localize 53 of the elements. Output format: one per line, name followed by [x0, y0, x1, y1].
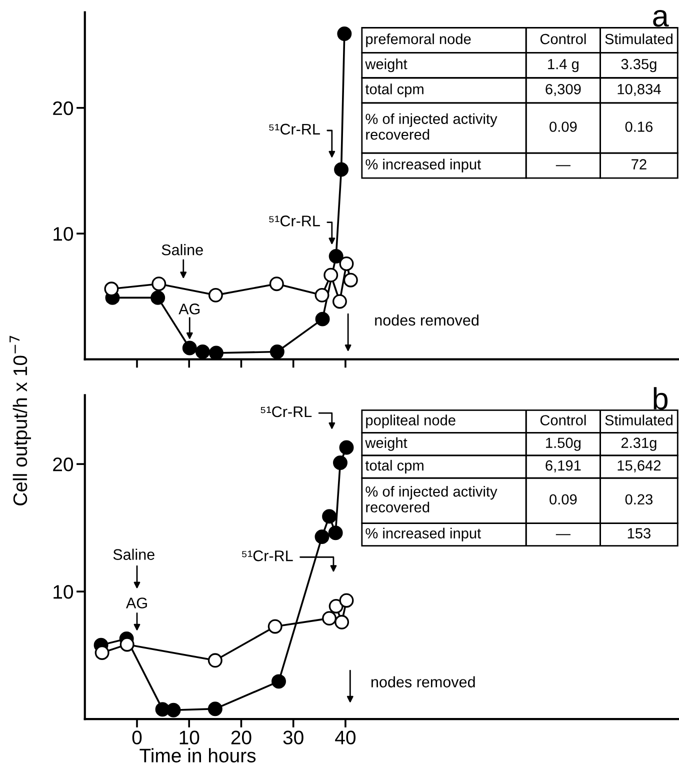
y-tick-label: 10	[54, 585, 74, 599]
category-label: weight	[365, 58, 408, 72]
category-label: % of injected activity recovered	[366, 113, 498, 140]
text: 0.09	[550, 494, 577, 505]
text: popliteal node	[366, 414, 456, 428]
x-tick-label: 40	[335, 730, 356, 744]
category-label: Control	[540, 414, 586, 426]
annotation: Saline	[162, 244, 203, 256]
text: 0.16	[625, 122, 653, 132]
category-label: Stimulated	[605, 414, 672, 426]
text: 6,309	[546, 84, 581, 96]
category-label: total cpm	[365, 84, 424, 98]
text: 72	[632, 159, 646, 170]
text: 153	[628, 528, 650, 538]
annotation: nodes removed	[371, 676, 475, 688]
annotation: Saline	[113, 548, 154, 560]
x-tick-label: 20	[231, 730, 252, 744]
annotation: ⁵¹Cr-RL	[260, 406, 312, 418]
text: 15,642	[618, 460, 661, 472]
annotation: ⁵¹Cr-RL	[269, 216, 320, 226]
y-tick-label: 20	[53, 458, 74, 472]
category-label: total cpm	[365, 460, 424, 474]
x-tick-label: 0	[132, 730, 142, 744]
y-tick-label: 10	[54, 227, 74, 241]
y-axis-title: Cell output/h x 10$^{−7}$	[10, 336, 31, 506]
text: —	[556, 534, 570, 536]
text: 0.23	[625, 494, 653, 505]
category-label: Stimulated	[605, 33, 672, 44]
text: 6,191	[546, 460, 581, 472]
text: 1.4 g	[548, 59, 578, 72]
text: —	[556, 165, 570, 166]
annotation: ⁵¹Cr-RL	[242, 550, 293, 562]
x-tick-label: 10	[180, 730, 200, 744]
annotation: AG	[126, 598, 147, 608]
text: 2.31g	[621, 438, 656, 451]
text: 1.50g	[546, 438, 580, 451]
annotation: ⁵¹Cr-RL	[269, 124, 320, 135]
annotation: nodes removed	[375, 314, 478, 326]
category-label: % of injected activity recovered	[366, 486, 498, 512]
category-label: % increased input	[366, 158, 482, 172]
annotation: b	[654, 387, 668, 410]
annotation: AG	[178, 304, 200, 314]
x-axis-title: Time in hours	[140, 748, 256, 762]
text: 3.35g	[621, 58, 656, 72]
category-label: % increased input	[366, 528, 482, 542]
category-label: Control	[540, 33, 586, 44]
y-tick-label: 20	[53, 101, 74, 116]
text: prefemoral node	[366, 33, 471, 48]
text: 0.09	[550, 122, 577, 132]
category-label: weight	[365, 437, 408, 451]
annotation: a	[653, 10, 669, 27]
x-tick-label: 30	[283, 730, 304, 744]
text: 10,834	[618, 84, 661, 96]
